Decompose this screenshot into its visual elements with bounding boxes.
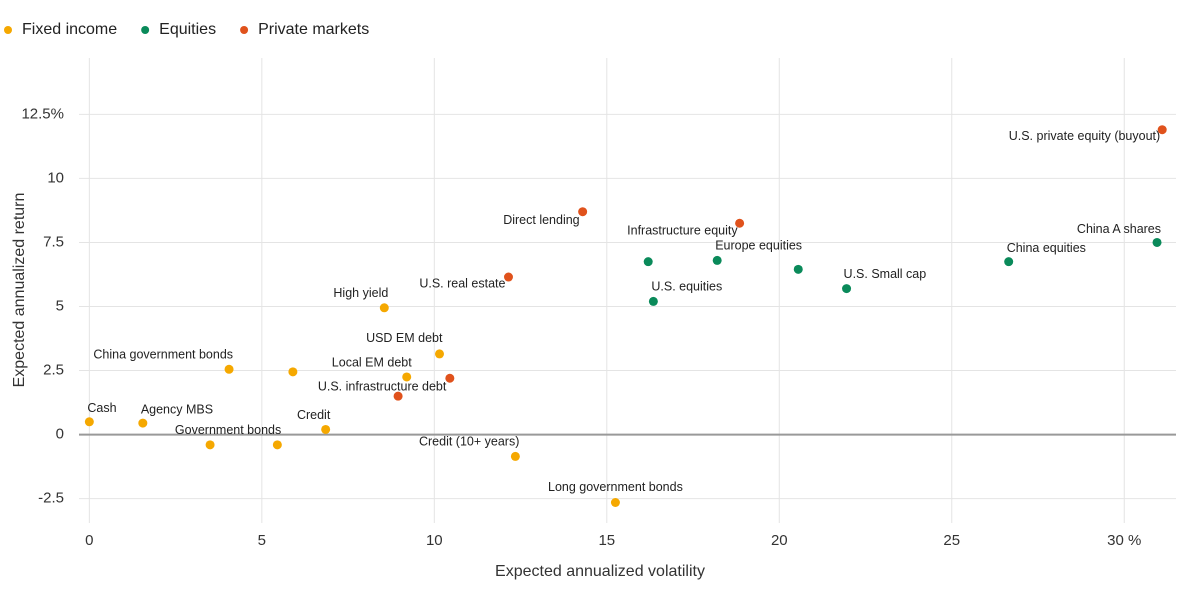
x-tick-label: 5	[258, 532, 266, 549]
point	[1157, 125, 1167, 135]
y-tick-label: 12.5%	[21, 105, 64, 122]
point	[321, 424, 331, 434]
y-tick-label: 5	[56, 297, 64, 314]
legend-marker	[4, 26, 12, 34]
x-tick-label: 25	[943, 532, 960, 549]
point-label: Local EM debt	[332, 355, 412, 369]
x-tick-label: 10	[426, 532, 443, 549]
legend-label: Equities	[159, 21, 216, 38]
point-label: China government bonds	[93, 348, 233, 362]
point-label: China A shares	[1077, 222, 1161, 236]
point	[393, 391, 403, 401]
point	[1152, 237, 1162, 247]
point	[735, 218, 745, 228]
x-tick-label: 30 %	[1107, 532, 1141, 549]
point-label: Government bonds	[175, 423, 281, 437]
point	[272, 440, 282, 450]
point	[224, 364, 234, 374]
point	[842, 284, 852, 294]
point-label: Cash	[87, 401, 116, 415]
x-tick-label: 15	[598, 532, 615, 549]
point-label: Agency MBS	[141, 402, 213, 416]
legend-label: Private markets	[258, 21, 369, 38]
point-label: Credit (10+ years)	[419, 435, 519, 449]
point	[643, 257, 653, 267]
point-label: Europe equities	[715, 239, 802, 253]
point	[1004, 257, 1014, 267]
point-label: Credit	[297, 408, 331, 422]
point	[712, 255, 722, 265]
point	[503, 272, 513, 282]
point	[445, 373, 455, 383]
point-label: U.S. Small cap	[844, 267, 927, 281]
point	[434, 349, 444, 359]
point-label: China equities	[1007, 241, 1086, 255]
y-tick-label: 10	[47, 169, 64, 186]
point-label: Infrastructure equity	[627, 224, 738, 238]
legend-label: Fixed income	[22, 21, 117, 38]
point	[205, 440, 215, 450]
point	[84, 417, 94, 427]
x-axis-title: Expected annualized volatility	[495, 563, 705, 580]
point-label: U.S. private equity (buyout)	[1009, 129, 1160, 143]
legend-marker	[240, 26, 249, 34]
legend-marker	[141, 26, 150, 34]
y-tick-label: 7.5	[43, 233, 64, 250]
point-label: Direct lending	[503, 213, 579, 227]
point-label: U.S. real estate	[419, 276, 505, 290]
point	[793, 264, 803, 274]
point-label: Long government bonds	[548, 480, 683, 494]
point	[610, 498, 620, 508]
x-tick-label: 0	[85, 532, 93, 549]
y-tick-label: 0	[56, 426, 64, 443]
point	[578, 207, 588, 217]
point	[379, 303, 389, 313]
point	[288, 367, 298, 377]
point	[648, 296, 658, 306]
y-tick-label: -2.5	[38, 490, 64, 507]
point	[138, 418, 148, 428]
x-tick-label: 20	[771, 532, 788, 549]
point-label: U.S. equities	[651, 280, 722, 294]
point-label: U.S. infrastructure debt	[318, 379, 447, 393]
point	[402, 372, 412, 382]
point-label: High yield	[333, 286, 388, 300]
y-axis-title: Expected annualized return	[11, 193, 28, 388]
point	[510, 451, 520, 461]
y-tick-label: 2.5	[43, 362, 64, 379]
point-label: USD EM debt	[366, 331, 443, 345]
